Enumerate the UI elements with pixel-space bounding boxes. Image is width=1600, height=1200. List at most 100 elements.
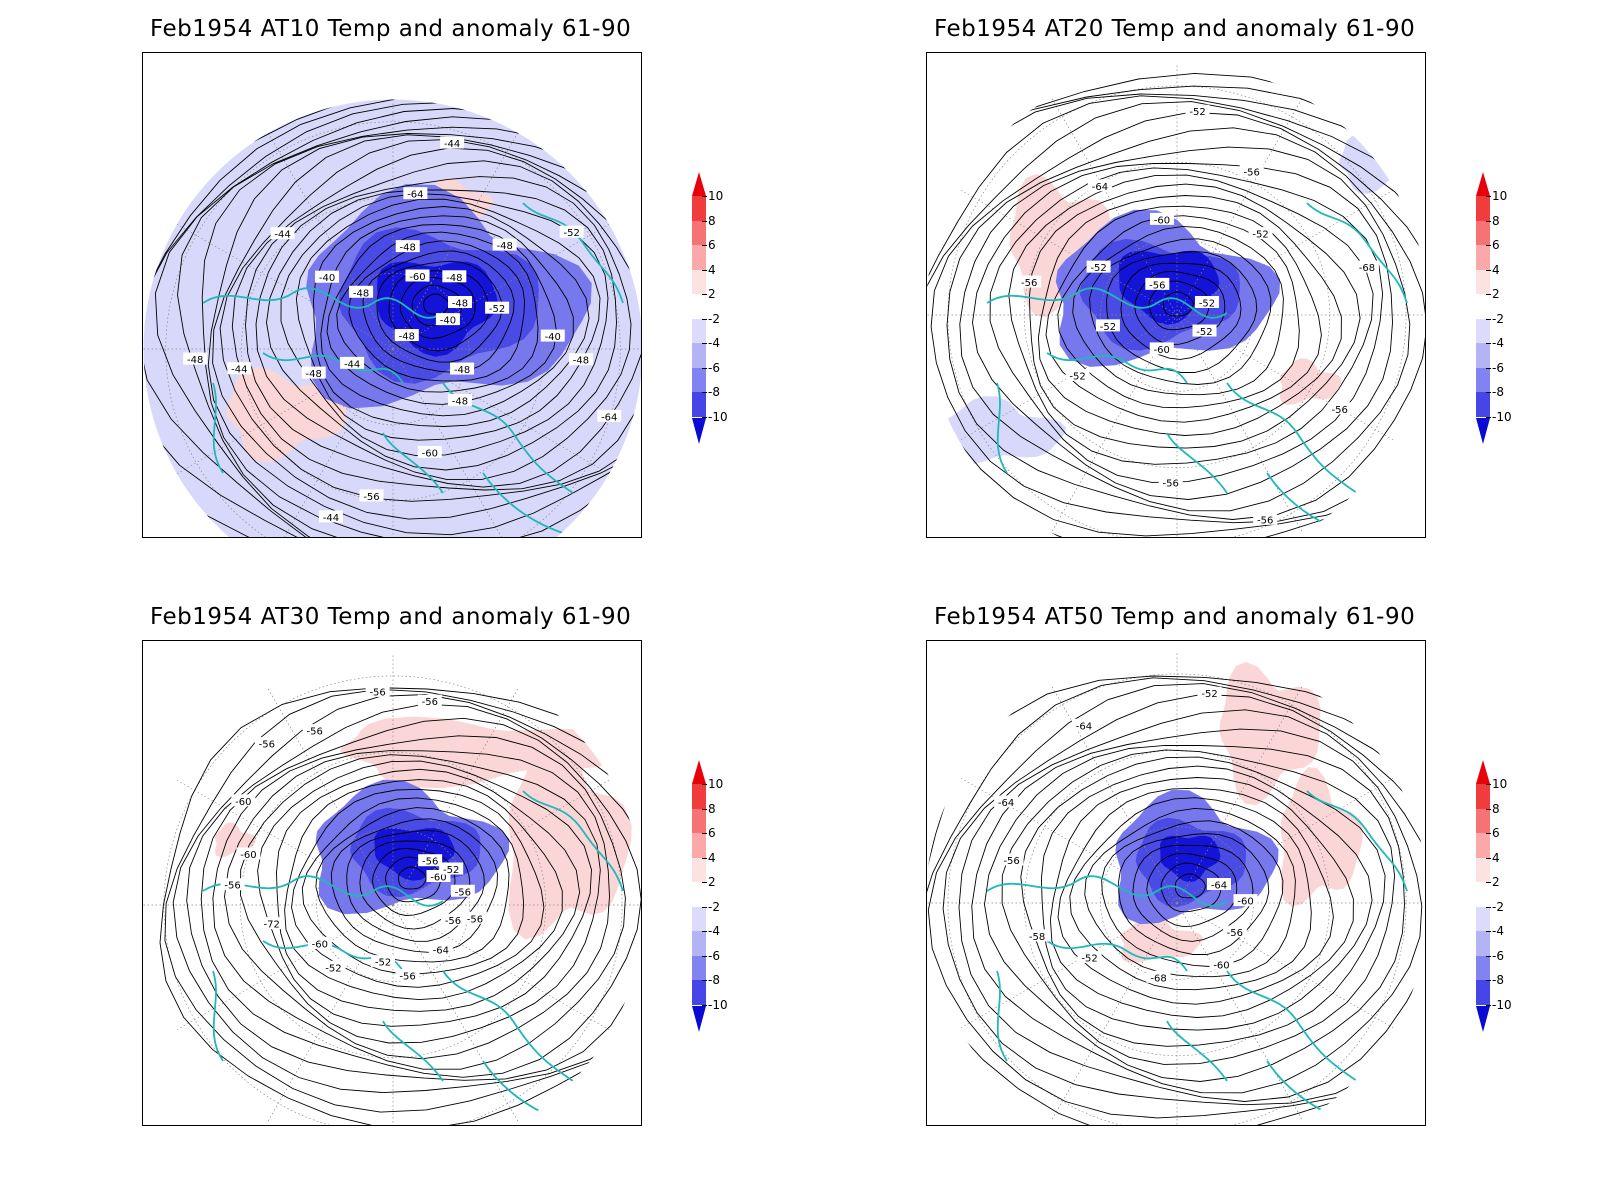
svg-text:-56: -56 bbox=[1163, 478, 1179, 489]
temperature-contour bbox=[1084, 807, 1296, 978]
panel-at10: Feb1954 AT10 Temp and anomaly 61-90 -48-… bbox=[0, 0, 780, 600]
temperature-contour bbox=[348, 240, 526, 382]
svg-text:-68: -68 bbox=[1359, 263, 1375, 274]
contour-label: -60 bbox=[1150, 212, 1175, 226]
temperature-contour bbox=[1001, 749, 1396, 1065]
svg-text:-48: -48 bbox=[187, 355, 203, 366]
temperature-contour bbox=[946, 127, 1425, 520]
colorbar-arrows bbox=[1476, 172, 1490, 444]
colorbar-max-arrow bbox=[1476, 760, 1490, 784]
svg-text:-64: -64 bbox=[601, 412, 617, 423]
temperature-contour bbox=[372, 847, 456, 916]
svg-text:-52: -52 bbox=[375, 958, 391, 969]
coastline bbox=[442, 970, 574, 1082]
colorbar-tick-label: 4 bbox=[1486, 850, 1500, 865]
contour-label: -40 bbox=[435, 313, 460, 327]
colorbar-tick-label: -6 bbox=[702, 360, 720, 375]
svg-text:-60: -60 bbox=[409, 272, 425, 283]
contour-label: -44 bbox=[270, 227, 295, 241]
contour-label: -48 bbox=[492, 238, 517, 252]
svg-text:-56: -56 bbox=[467, 914, 483, 925]
coastline bbox=[482, 1060, 564, 1122]
svg-text:-56: -56 bbox=[259, 740, 275, 751]
svg-text:-56: -56 bbox=[1021, 278, 1037, 289]
coastline bbox=[382, 432, 444, 494]
colorbar-arrows bbox=[692, 172, 706, 444]
contour-label: -52 bbox=[1197, 686, 1222, 700]
colorbar-tick-label: -6 bbox=[702, 948, 720, 963]
temperature-contour bbox=[186, 703, 641, 1081]
svg-text:-60: -60 bbox=[430, 873, 446, 884]
svg-text:-64: -64 bbox=[1076, 721, 1092, 732]
colorbar-segment bbox=[692, 784, 706, 809]
contour-label: -52 bbox=[321, 960, 346, 974]
coastline bbox=[1046, 940, 1188, 972]
colorbar-tick-label: -10 bbox=[1486, 997, 1512, 1012]
panel-title: Feb1954 AT30 Temp and anomaly 61-90 bbox=[150, 604, 632, 630]
colorbar-tick-label: 2 bbox=[702, 875, 716, 889]
coastline bbox=[1226, 970, 1358, 1082]
temperature-contour bbox=[284, 779, 563, 1001]
contour-label: -56 bbox=[220, 878, 245, 892]
svg-text:-52: -52 bbox=[1069, 372, 1085, 383]
temperature-contour bbox=[1040, 765, 1373, 1031]
contour-label: -48 bbox=[448, 296, 472, 310]
coastline bbox=[522, 790, 624, 892]
svg-text:-52: -52 bbox=[489, 304, 505, 315]
colorbar-segment bbox=[1476, 931, 1490, 956]
svg-text:-60: -60 bbox=[235, 797, 251, 808]
contour-label: -56 bbox=[365, 684, 390, 698]
svg-text:-48: -48 bbox=[496, 241, 512, 252]
panel-at50: Feb1954 AT50 Temp and anomaly 61-90 -64-… bbox=[784, 588, 1564, 1188]
colorbar: 10 8 6 4 2 -2 -4 -6 -8 -10 bbox=[1472, 760, 1542, 1040]
contour-label: -48 bbox=[450, 362, 475, 376]
svg-text:-60: -60 bbox=[240, 850, 256, 861]
svg-text:-48: -48 bbox=[306, 369, 322, 380]
temperature-contour bbox=[359, 840, 471, 930]
temperature-contour bbox=[1089, 238, 1272, 385]
contour-label: -44 bbox=[227, 362, 252, 376]
svg-text:-52: -52 bbox=[443, 865, 459, 876]
contour-label: -68 bbox=[1354, 260, 1379, 274]
map-boundary bbox=[927, 62, 1425, 537]
contour-label: -52 bbox=[1095, 319, 1120, 333]
contour-label: -52 bbox=[371, 955, 396, 969]
colorbar-tick-label: 10 bbox=[1485, 777, 1508, 791]
anomaly-positive bbox=[1120, 916, 1203, 963]
colorbar-min-arrow bbox=[692, 418, 706, 444]
colorbar-tick-label: 8 bbox=[702, 801, 716, 816]
svg-text:-60: -60 bbox=[1154, 345, 1170, 356]
meridian-line bbox=[392, 132, 519, 350]
temperature-contour bbox=[301, 797, 525, 975]
contour-label: -60 bbox=[417, 445, 442, 459]
colorbar-segment bbox=[1476, 220, 1490, 245]
meridian-line bbox=[176, 348, 394, 475]
colorbar-tick-label: 6 bbox=[1486, 826, 1500, 840]
contour-label: -48 bbox=[183, 352, 208, 366]
svg-text:-52: -52 bbox=[1189, 107, 1205, 118]
contour-label: -56 bbox=[254, 737, 279, 751]
panel-title: Feb1954 AT20 Temp and anomaly 61-90 bbox=[934, 16, 1416, 42]
temperature-contour bbox=[255, 176, 632, 481]
contour-label: -44 bbox=[440, 136, 465, 150]
colorbar-tick-label: -2 bbox=[702, 899, 720, 914]
temperature-contour bbox=[280, 193, 609, 457]
temperature-contour bbox=[313, 206, 590, 427]
temperature-contour bbox=[1132, 844, 1254, 942]
contour-label: -48 bbox=[447, 393, 472, 407]
colorbar-tick-label: -2 bbox=[1486, 899, 1504, 914]
anomaly-negative bbox=[374, 827, 455, 881]
coastline bbox=[522, 202, 624, 304]
temperature-contour bbox=[1120, 262, 1242, 360]
colorbar-tick-label: -8 bbox=[702, 973, 720, 987]
colorbar-segment bbox=[1476, 196, 1490, 221]
temperature-contour bbox=[320, 215, 574, 417]
temperature-contour bbox=[266, 189, 617, 471]
contour-label: -48 bbox=[568, 353, 593, 367]
temperature-contour bbox=[927, 101, 1425, 537]
colorbar: 10 8 6 4 2 -2 -4 -6 -8 -10 bbox=[688, 172, 758, 452]
svg-text:-52: -52 bbox=[564, 228, 580, 239]
colorbar-tick-label: 6 bbox=[702, 238, 716, 252]
temperature-contour bbox=[1101, 820, 1284, 967]
svg-text:-48: -48 bbox=[400, 243, 416, 254]
